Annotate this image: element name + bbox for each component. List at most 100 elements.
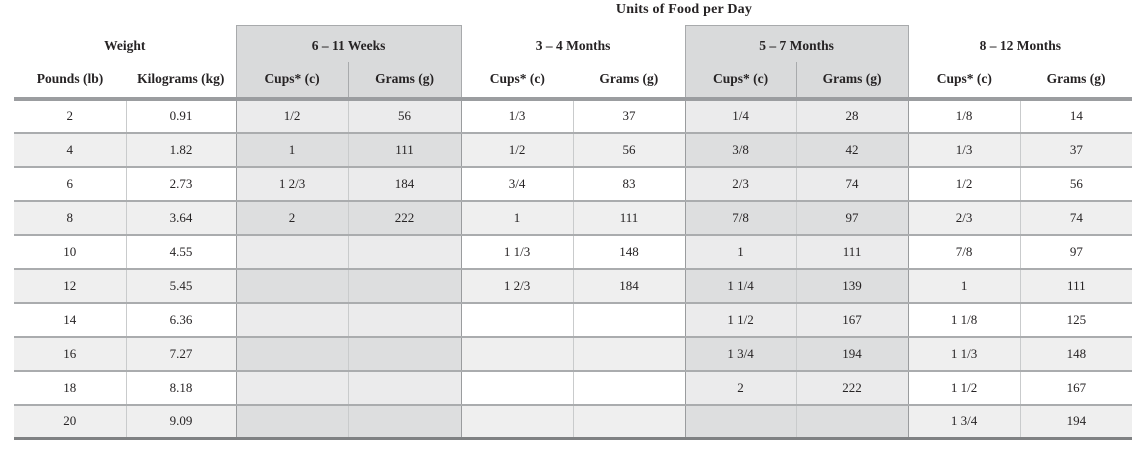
kilograms-cell: 9.09 bbox=[125, 403, 237, 440]
grams-cell: 111 bbox=[1019, 267, 1133, 303]
grams-cell: 125 bbox=[1019, 301, 1133, 337]
blocked-cell bbox=[347, 267, 462, 303]
grams-column-header: Grams (g) bbox=[795, 61, 909, 101]
pounds-cell: 12 bbox=[14, 267, 126, 303]
kilograms-column-header: Kilograms (kg) bbox=[126, 61, 237, 101]
age-group-header-5-7-months: 5 – 7 Months bbox=[684, 25, 909, 62]
grams-column-header: Grams (g) bbox=[347, 61, 462, 101]
table-header: Weight 6 – 11 Weeks 3 – 4 Months 5 – 7 M… bbox=[14, 25, 1133, 101]
table-row: 18 8.18 2 222 1 1/2 167 bbox=[14, 369, 1133, 405]
group-header-row: Weight 6 – 11 Weeks 3 – 4 Months 5 – 7 M… bbox=[14, 25, 1133, 62]
cups-cell: 1 bbox=[235, 131, 349, 167]
grams-cell: 14 bbox=[1019, 97, 1133, 133]
blocked-cell bbox=[460, 369, 574, 405]
cups-cell: 1 1/3 bbox=[907, 335, 1021, 371]
grams-cell: 184 bbox=[347, 165, 462, 201]
grams-cell: 74 bbox=[795, 165, 909, 201]
cups-cell: 1/2 bbox=[460, 131, 574, 167]
blocked-cell bbox=[572, 335, 686, 371]
blocked-cell bbox=[795, 403, 909, 440]
blocked-cell bbox=[347, 335, 462, 371]
cups-cell: 1 1/4 bbox=[684, 267, 797, 303]
grams-cell: 111 bbox=[795, 233, 909, 269]
blocked-cell bbox=[235, 335, 349, 371]
pounds-cell: 20 bbox=[14, 403, 126, 440]
cups-cell: 2 bbox=[684, 369, 797, 405]
grams-cell: 83 bbox=[572, 165, 686, 201]
cups-cell: 1 bbox=[460, 199, 574, 235]
table-row: 6 2.73 1 2/3 184 3/4 83 2/3 74 1/2 56 bbox=[14, 165, 1133, 201]
cups-cell: 3/8 bbox=[684, 131, 797, 167]
grams-cell: 37 bbox=[572, 97, 686, 133]
cups-cell: 7/8 bbox=[907, 233, 1021, 269]
cups-cell: 3/4 bbox=[460, 165, 574, 201]
grams-cell: 56 bbox=[347, 97, 462, 133]
pounds-cell: 16 bbox=[14, 335, 126, 371]
cups-cell: 1/2 bbox=[907, 165, 1021, 201]
grams-cell: 222 bbox=[347, 199, 462, 235]
pounds-cell: 10 bbox=[14, 233, 126, 269]
kilograms-cell: 5.45 bbox=[125, 267, 237, 303]
blocked-cell bbox=[347, 233, 462, 269]
kilograms-cell: 3.64 bbox=[125, 199, 237, 235]
cups-cell: 1/3 bbox=[460, 97, 574, 133]
table-row: 20 9.09 1 3/4 194 bbox=[14, 403, 1133, 440]
blocked-cell bbox=[572, 369, 686, 405]
age-group-header-3-4-months: 3 – 4 Months bbox=[461, 25, 686, 62]
table-row: 12 5.45 1 2/3 184 1 1/4 139 1 111 bbox=[14, 267, 1133, 303]
grams-cell: 56 bbox=[572, 131, 686, 167]
cups-cell: 1 1/3 bbox=[460, 233, 574, 269]
pounds-cell: 6 bbox=[14, 165, 126, 201]
blocked-cell bbox=[460, 335, 574, 371]
cups-cell: 2/3 bbox=[684, 165, 797, 201]
pounds-cell: 18 bbox=[14, 369, 126, 405]
blocked-cell bbox=[572, 403, 686, 440]
table-row: 2 0.91 1/2 56 1/3 37 1/4 28 1/8 14 bbox=[14, 97, 1133, 133]
kilograms-cell: 6.36 bbox=[125, 301, 237, 337]
grams-cell: 97 bbox=[795, 199, 909, 235]
pounds-cell: 4 bbox=[14, 131, 126, 167]
kilograms-cell: 7.27 bbox=[125, 335, 237, 371]
grams-cell: 97 bbox=[1019, 233, 1133, 269]
table-row: 4 1.82 1 111 1/2 56 3/8 42 1/3 37 bbox=[14, 131, 1133, 167]
cups-cell: 1 1/2 bbox=[684, 301, 797, 337]
grams-cell: 167 bbox=[1019, 369, 1133, 405]
cups-cell: 7/8 bbox=[684, 199, 797, 235]
blocked-cell bbox=[347, 403, 462, 440]
grams-cell: 42 bbox=[795, 131, 909, 167]
cups-cell: 1 bbox=[907, 267, 1021, 303]
grams-cell: 184 bbox=[572, 267, 686, 303]
cups-cell: 1 bbox=[684, 233, 797, 269]
page-title: Units of Food per Day bbox=[615, 2, 753, 17]
table-row: 14 6.36 1 1/2 167 1 1/8 125 bbox=[14, 301, 1133, 337]
cups-cell: 1 2/3 bbox=[235, 165, 349, 201]
cups-cell: 1/3 bbox=[907, 131, 1021, 167]
kilograms-cell: 0.91 bbox=[125, 97, 237, 133]
grams-cell: 222 bbox=[795, 369, 909, 405]
sub-header-row: Pounds (lb) Kilograms (kg) Cups* (c) Gra… bbox=[14, 61, 1133, 101]
table-row: 16 7.27 1 3/4 194 1 1/3 148 bbox=[14, 335, 1133, 371]
cups-cell: 1/4 bbox=[684, 97, 797, 133]
grams-cell: 167 bbox=[795, 301, 909, 337]
blocked-cell bbox=[347, 301, 462, 337]
grams-cell: 148 bbox=[1019, 335, 1133, 371]
pounds-column-header: Pounds (lb) bbox=[14, 61, 126, 101]
pounds-cell: 8 bbox=[14, 199, 126, 235]
cups-cell: 1 1/8 bbox=[907, 301, 1021, 337]
kilograms-cell: 1.82 bbox=[125, 131, 237, 167]
cups-column-header: Cups* (c) bbox=[235, 61, 349, 101]
grams-cell: 111 bbox=[572, 199, 686, 235]
blocked-cell bbox=[572, 301, 686, 337]
table-row: 8 3.64 2 222 1 111 7/8 97 2/3 74 bbox=[14, 199, 1133, 235]
blocked-cell bbox=[347, 369, 462, 405]
grams-column-header: Grams (g) bbox=[1020, 61, 1133, 101]
grams-cell: 194 bbox=[795, 335, 909, 371]
cups-cell: 1 3/4 bbox=[684, 335, 797, 371]
table-row: 10 4.55 1 1/3 148 1 111 7/8 97 bbox=[14, 233, 1133, 269]
cups-column-header: Cups* (c) bbox=[908, 61, 1021, 101]
pounds-cell: 2 bbox=[14, 97, 126, 133]
table-body: 2 0.91 1/2 56 1/3 37 1/4 28 1/8 14 4 1.82 1 111 1/2 56 3… bbox=[14, 97, 1133, 440]
blocked-cell bbox=[235, 267, 349, 303]
cups-column-header: Cups* (c) bbox=[461, 61, 574, 101]
